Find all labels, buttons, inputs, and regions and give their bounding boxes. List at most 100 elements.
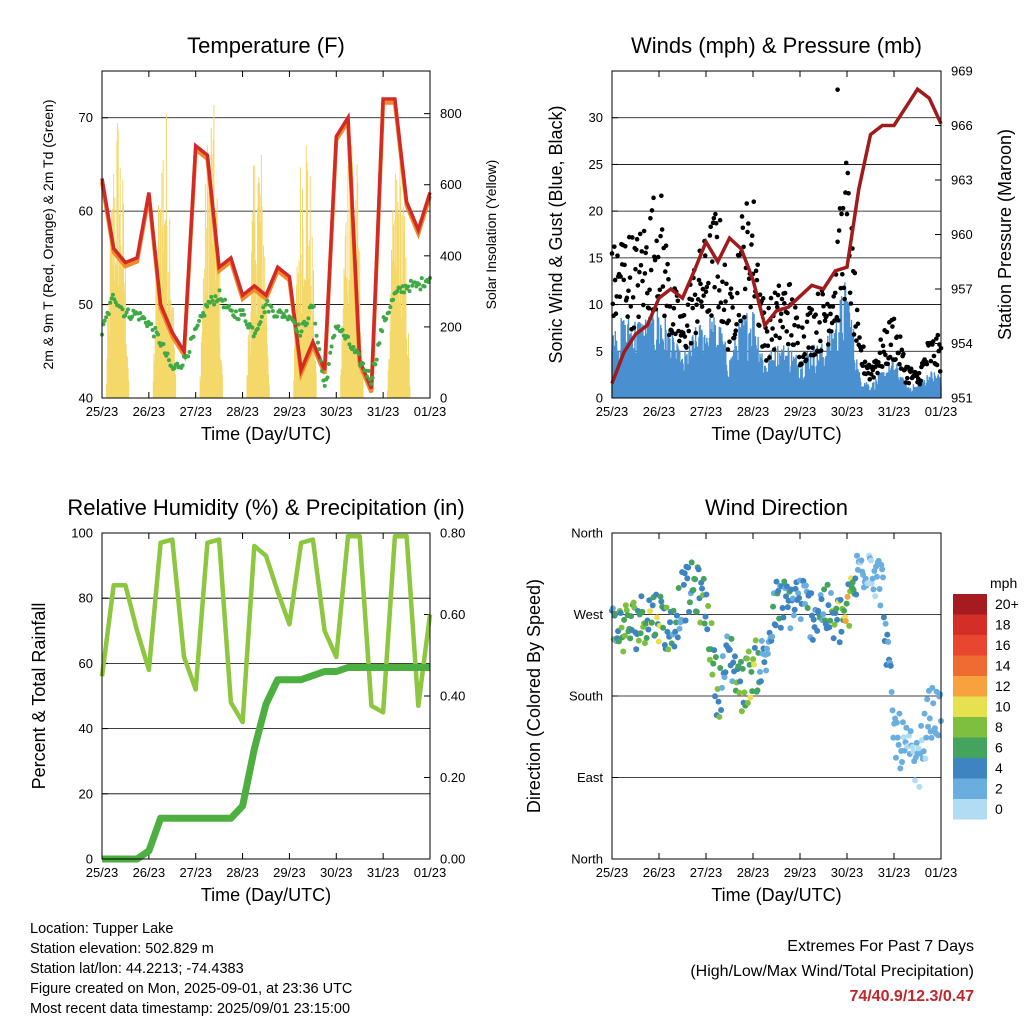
gust-point	[883, 352, 888, 358]
gust-point	[801, 334, 807, 339]
winds-ytick-label: 10	[589, 297, 603, 312]
direction-point	[909, 743, 916, 750]
gust-point	[840, 271, 845, 277]
direction-point	[838, 628, 845, 635]
direction-point	[887, 662, 894, 669]
gust-point	[730, 305, 735, 310]
gust-point	[778, 311, 784, 317]
gust-point	[749, 233, 755, 239]
dewpoint-point	[259, 314, 264, 319]
direction-point	[912, 777, 919, 784]
dewpoint-point	[180, 363, 185, 368]
gust-point	[659, 193, 664, 199]
pressure-series	[610, 86, 943, 385]
gust-point	[624, 295, 630, 301]
gust-point	[893, 357, 898, 362]
direction-point	[922, 755, 929, 762]
dewpoint-point	[328, 350, 333, 355]
dewpoint-point	[108, 300, 113, 305]
dewpoint-point	[197, 318, 202, 323]
gust-point	[740, 225, 746, 231]
direction-point	[701, 620, 708, 627]
gust-point	[633, 247, 639, 253]
direction-point	[772, 622, 779, 629]
rh-xtick-label: 28/23	[226, 865, 259, 880]
extremes-title: Extremes For Past 7 Days	[787, 938, 974, 955]
direction-point	[913, 739, 920, 746]
dir-panel: Wind Direction Time (Day/UTC) 25/23 26/23 27…	[524, 495, 1019, 905]
direction-point	[770, 603, 777, 610]
gust-point	[840, 205, 846, 211]
direction-point	[795, 590, 802, 597]
direction-point	[924, 696, 931, 703]
direction-point	[757, 668, 764, 675]
gust-point	[723, 299, 728, 304]
rh-xtick-label: 27/23	[179, 865, 212, 880]
legend-label: 10	[995, 699, 1011, 715]
gust-point	[742, 286, 748, 292]
gust-point	[736, 312, 742, 318]
dewpoint-point	[151, 334, 156, 339]
temp-ytick-right-label: 800	[440, 106, 462, 121]
direction-point	[852, 575, 859, 582]
direction-point	[750, 656, 757, 663]
gust-point	[660, 284, 666, 289]
legend-label: 0	[995, 801, 1003, 817]
direction-point	[633, 646, 640, 653]
winds-xtick-label: 31/23	[878, 404, 911, 419]
direction-point	[773, 578, 780, 585]
gust-point	[766, 305, 771, 311]
dewpoint-point	[250, 325, 255, 330]
rh-panel: Relative Humidity (%) & Precipitation (i…	[29, 495, 465, 905]
gust-point	[729, 294, 735, 300]
gust-point	[615, 253, 620, 258]
dir-xtick-label: 30/23	[831, 865, 864, 880]
gust-point	[780, 324, 786, 330]
gust-point	[777, 335, 782, 341]
winds-xtick-label: 26/23	[643, 404, 676, 419]
direction-point	[684, 575, 691, 582]
gust-point	[631, 325, 637, 330]
direction-point	[657, 593, 664, 600]
direction-point	[826, 624, 833, 631]
dewpoint-point	[253, 331, 258, 336]
gust-point	[774, 300, 779, 306]
direction-point	[916, 783, 923, 790]
gust-point	[796, 354, 802, 360]
gust-point	[707, 233, 713, 238]
direction-point	[646, 597, 653, 604]
dewpoint-point	[106, 312, 111, 317]
direction-point	[923, 734, 930, 741]
direction-point	[648, 619, 655, 626]
temp-ytick-right-label: 0	[440, 391, 447, 406]
gust-point	[857, 335, 862, 340]
direction-point	[834, 616, 841, 623]
gust-point	[824, 313, 829, 319]
direction-point	[885, 638, 892, 645]
dewpoint-point	[120, 307, 125, 312]
direction-point	[905, 732, 912, 739]
dewpoint-point	[417, 282, 422, 287]
rh-ytick-label: 40	[79, 721, 93, 736]
direction-point	[609, 605, 616, 612]
station-info: Location: Tupper Lake Station elevation:…	[30, 919, 352, 1019]
direction-point	[635, 637, 642, 644]
gust-point	[666, 276, 671, 282]
gust-point	[785, 310, 790, 316]
gust-point	[855, 321, 861, 327]
dewpoint-point	[150, 328, 155, 333]
gust-point	[703, 289, 709, 295]
dewpoint-point	[311, 304, 316, 309]
gust-point	[845, 170, 851, 176]
dewpoint-point	[236, 317, 241, 322]
direction-point	[699, 585, 706, 592]
direction-point	[692, 576, 699, 583]
temp-panel: Temperature (F) Time (Day/UTC) 25/23 26/23 2…	[40, 33, 499, 444]
winds-ytick-right-label: 963	[951, 173, 973, 188]
direction-point	[717, 665, 724, 672]
gust-point	[654, 238, 659, 244]
gust-point	[890, 324, 895, 329]
direction-point	[880, 614, 887, 621]
rh-ytick-right-label: 0.60	[440, 607, 465, 622]
gust-point	[867, 377, 873, 382]
